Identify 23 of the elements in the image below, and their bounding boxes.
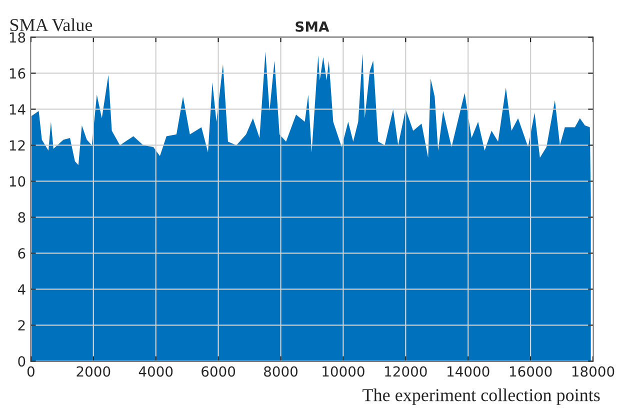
x-tick-label: 4000 bbox=[138, 366, 173, 377]
y-tick-label: 12 bbox=[10, 140, 25, 150]
x-tick-label: 14000 bbox=[448, 366, 490, 377]
chart-title: SMA bbox=[296, 21, 330, 32]
y-axis-title: SMA Value bbox=[10, 18, 92, 32]
y-tick-label: 6 bbox=[18, 248, 26, 259]
y-tick-label: 8 bbox=[18, 212, 26, 223]
x-tick-label: 16000 bbox=[510, 366, 552, 377]
y-tick-label: 16 bbox=[10, 68, 26, 79]
y-tick-label: 14 bbox=[10, 104, 26, 114]
x-tick-label: 8000 bbox=[264, 366, 298, 377]
x-tick-label: 6000 bbox=[202, 366, 236, 377]
x-tick-label: 10000 bbox=[322, 366, 364, 377]
y-tick-label: 0 bbox=[18, 356, 26, 367]
y-tick-label: 18 bbox=[10, 32, 26, 43]
x-tick-label: 2000 bbox=[76, 366, 110, 377]
x-tick-label: 12000 bbox=[385, 366, 427, 377]
x-axis-title: The experiment collection points bbox=[362, 388, 600, 405]
x-tick-label: 18000 bbox=[572, 366, 614, 377]
y-tick-label: 10 bbox=[10, 176, 26, 187]
x-tick-label: 0 bbox=[27, 366, 34, 377]
y-tick-label: 2 bbox=[18, 320, 25, 330]
y-tick-label: 4 bbox=[18, 284, 26, 294]
